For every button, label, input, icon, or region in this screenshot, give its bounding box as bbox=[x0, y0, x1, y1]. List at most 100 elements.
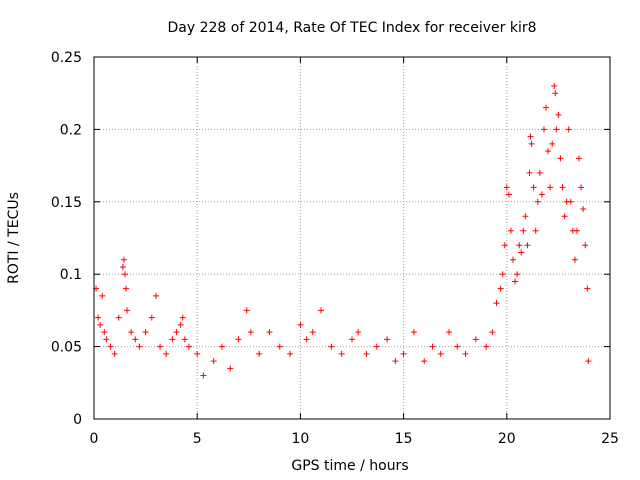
data-point bbox=[103, 336, 110, 343]
data-point bbox=[392, 358, 399, 365]
x-tick-label: 5 bbox=[193, 431, 202, 447]
data-point bbox=[99, 292, 106, 299]
y-tick-label: 0.25 bbox=[51, 50, 82, 66]
data-point bbox=[122, 285, 129, 292]
data-point bbox=[194, 350, 201, 357]
data-point bbox=[119, 263, 126, 270]
data-point bbox=[120, 256, 127, 263]
data-point bbox=[218, 343, 225, 350]
tick-labels: 0 5 10 15 20 25 0 0.05 0.1 0.15 0.2 0.25 bbox=[51, 50, 619, 447]
data-point bbox=[530, 184, 537, 191]
y-axis-title: ROTI / TECUs bbox=[6, 192, 22, 284]
plot-frame bbox=[93, 56, 611, 420]
data-point bbox=[528, 140, 535, 147]
x-tick-label: 25 bbox=[601, 431, 619, 447]
data-point bbox=[534, 198, 541, 205]
data-point bbox=[101, 329, 108, 336]
data-point bbox=[573, 227, 580, 234]
data-point bbox=[115, 314, 122, 321]
data-point bbox=[571, 256, 578, 263]
data-point bbox=[514, 271, 521, 278]
data-point bbox=[582, 242, 589, 249]
data-point bbox=[227, 365, 234, 372]
data-point bbox=[565, 126, 572, 133]
data-point bbox=[524, 242, 531, 249]
data-point bbox=[124, 307, 131, 314]
data-point bbox=[247, 329, 254, 336]
data-point bbox=[507, 227, 514, 234]
data-point bbox=[287, 350, 294, 357]
data-point bbox=[355, 329, 362, 336]
data-point bbox=[111, 350, 118, 357]
data-point bbox=[516, 242, 523, 249]
data-point bbox=[555, 111, 562, 118]
data-point bbox=[522, 213, 529, 220]
data-point bbox=[338, 350, 345, 357]
data-point bbox=[543, 104, 550, 111]
data-point bbox=[297, 321, 304, 328]
data-point bbox=[538, 191, 545, 198]
axis-ticks bbox=[93, 56, 611, 420]
data-point bbox=[561, 213, 568, 220]
x-tick-label: 0 bbox=[90, 431, 99, 447]
data-point bbox=[552, 90, 559, 97]
data-point bbox=[526, 169, 533, 176]
data-point bbox=[559, 184, 566, 191]
data-point bbox=[177, 321, 184, 328]
data-point bbox=[545, 148, 552, 155]
data-point bbox=[318, 307, 325, 314]
data-point bbox=[384, 336, 391, 343]
chart-title: Day 228 of 2014, Rate Of TEC Index for r… bbox=[167, 20, 536, 36]
data-point bbox=[462, 350, 469, 357]
data-point bbox=[499, 271, 506, 278]
y-tick-label: 0.1 bbox=[60, 267, 82, 283]
data-point bbox=[549, 140, 556, 147]
data-point bbox=[185, 343, 192, 350]
data-point bbox=[349, 336, 355, 343]
data-point bbox=[309, 329, 316, 336]
data-point bbox=[256, 350, 263, 357]
data-point bbox=[128, 329, 135, 336]
data-point bbox=[509, 256, 516, 263]
data-point bbox=[497, 285, 504, 292]
y-tick-label: 0.05 bbox=[51, 340, 82, 356]
data-point bbox=[553, 126, 560, 133]
data-point bbox=[421, 358, 428, 365]
data-point bbox=[142, 329, 149, 336]
data-point bbox=[454, 343, 461, 350]
data-point bbox=[276, 343, 283, 350]
data-point bbox=[121, 271, 128, 278]
data-point bbox=[540, 126, 547, 133]
data-point bbox=[363, 350, 370, 357]
data-point bbox=[437, 350, 444, 357]
data-point bbox=[400, 350, 407, 357]
data-point bbox=[266, 329, 273, 336]
data-point bbox=[472, 336, 479, 343]
data-point bbox=[136, 343, 143, 350]
data-point bbox=[512, 278, 519, 285]
data-point bbox=[169, 336, 176, 343]
data-point bbox=[567, 198, 574, 205]
data-point bbox=[95, 314, 102, 321]
data-points bbox=[93, 82, 592, 379]
data-point bbox=[157, 343, 164, 350]
x-tick-label: 20 bbox=[498, 431, 516, 447]
data-point bbox=[505, 191, 512, 198]
data-point bbox=[303, 336, 310, 343]
data-point bbox=[551, 82, 558, 89]
data-point bbox=[179, 314, 186, 321]
data-point bbox=[578, 184, 585, 191]
data-point bbox=[576, 155, 583, 162]
data-point bbox=[503, 184, 510, 191]
data-point bbox=[527, 133, 534, 140]
data-point bbox=[200, 372, 207, 379]
data-point bbox=[410, 329, 417, 336]
data-point bbox=[132, 336, 139, 343]
data-point bbox=[520, 227, 527, 234]
x-tick-label: 15 bbox=[395, 431, 413, 447]
data-point bbox=[97, 321, 104, 328]
data-point bbox=[493, 300, 500, 307]
data-point bbox=[532, 227, 539, 234]
data-point bbox=[243, 307, 250, 314]
